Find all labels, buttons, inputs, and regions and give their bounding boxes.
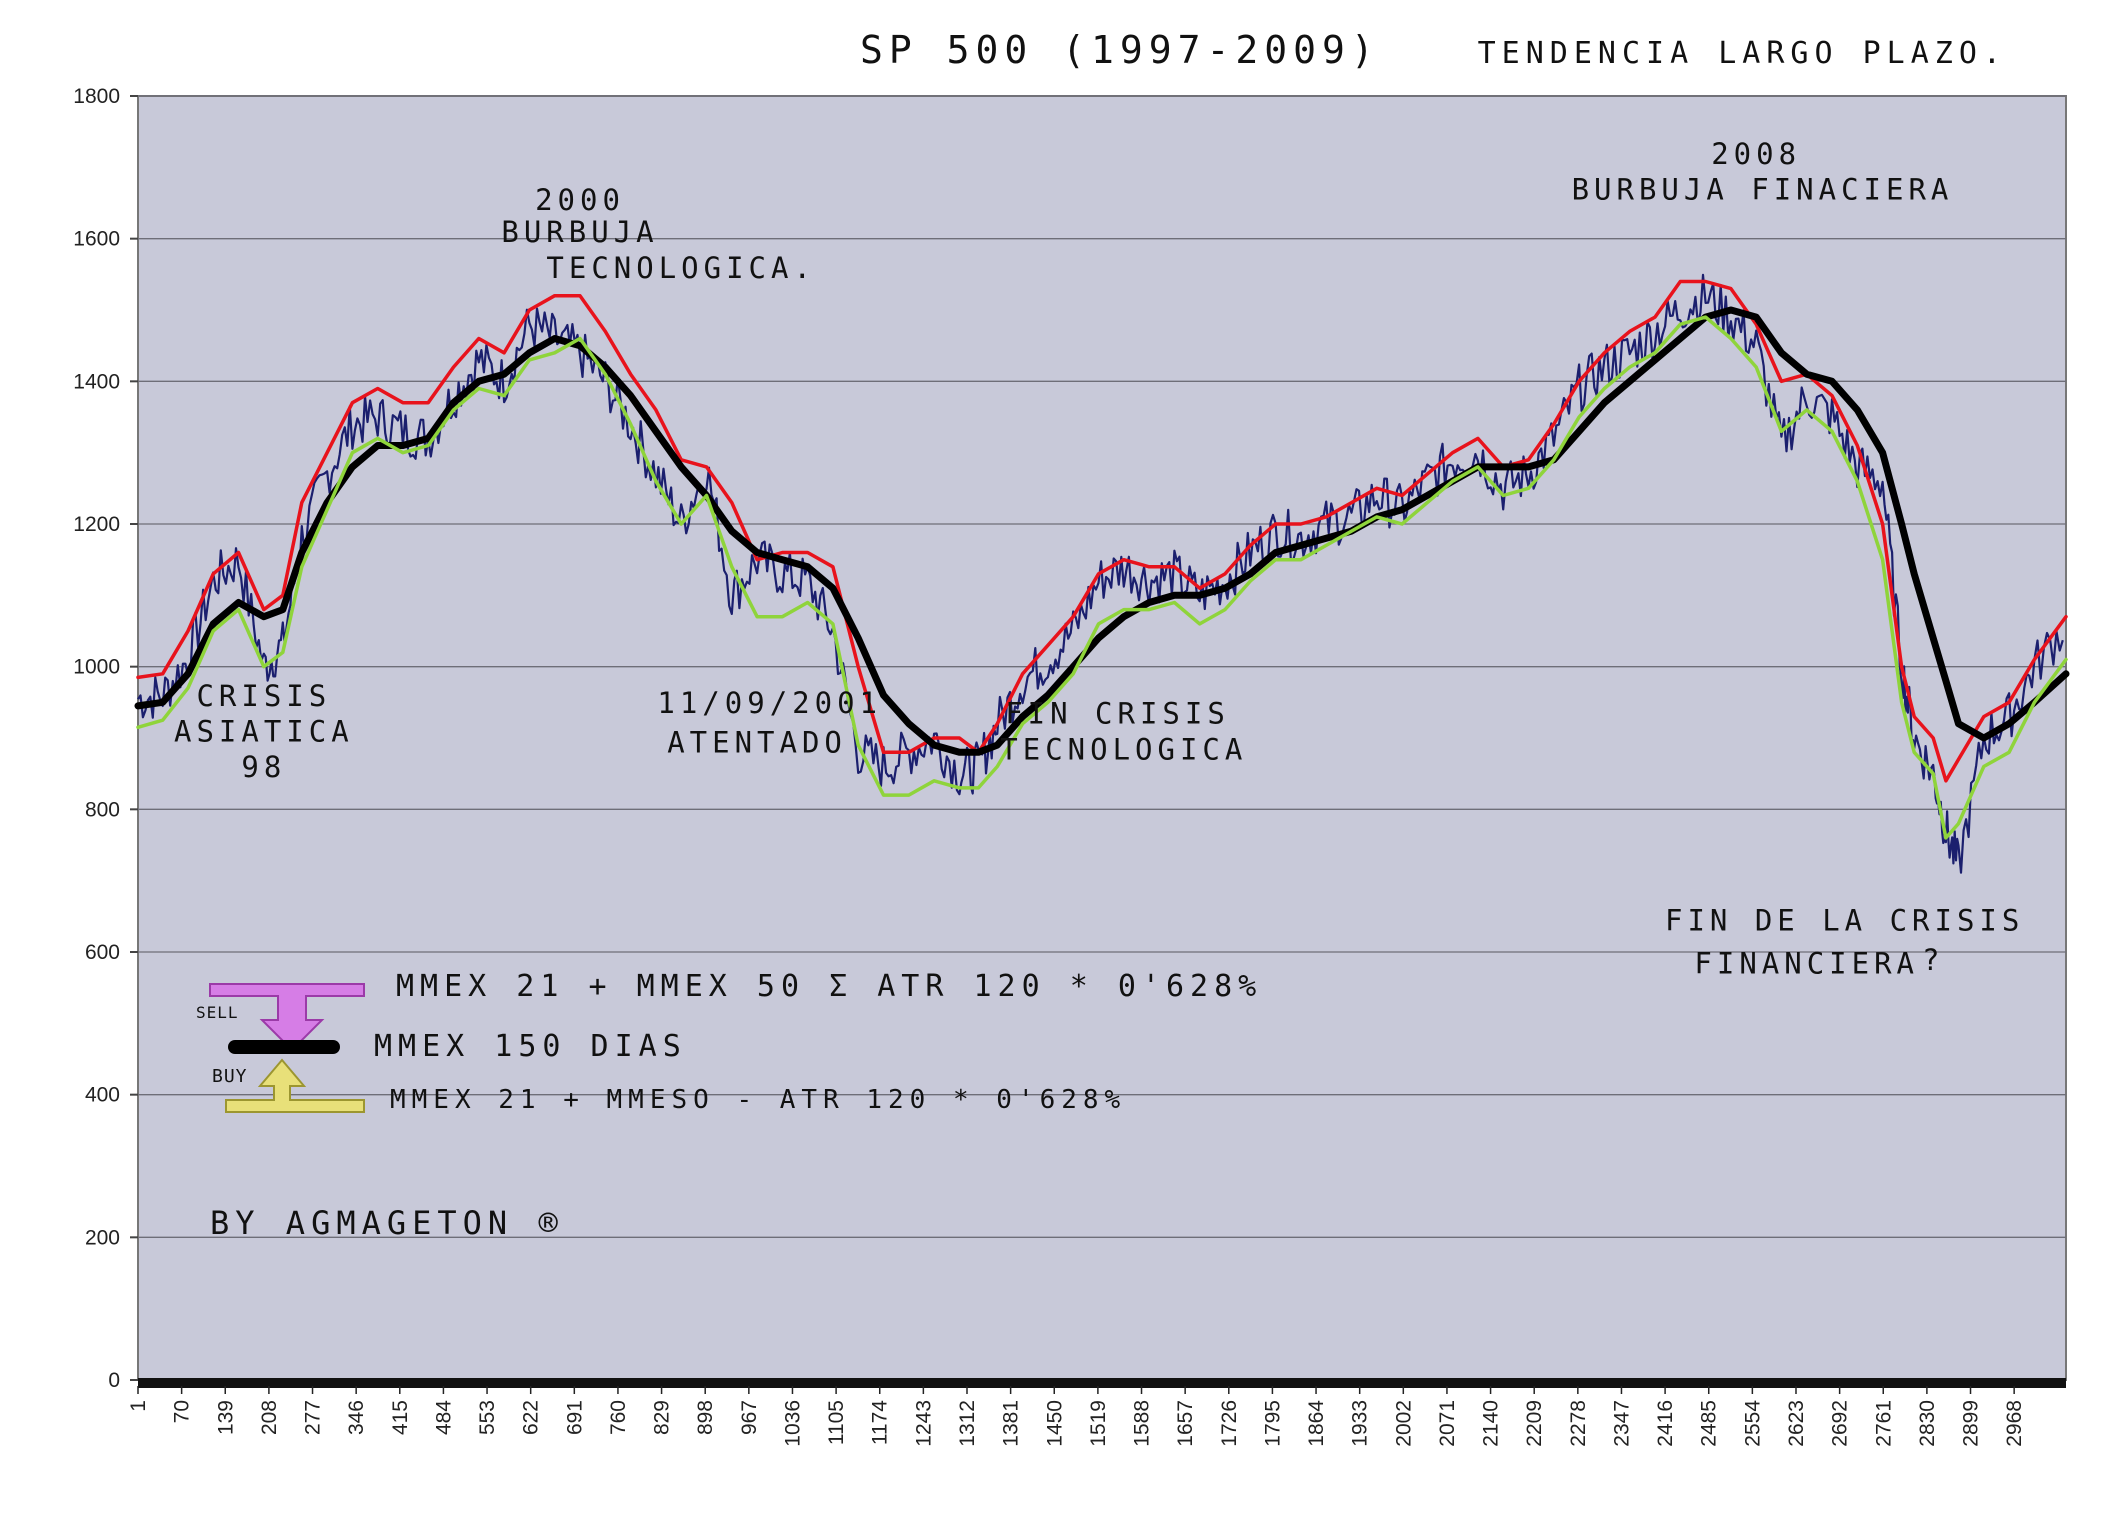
xtick-label: 1519	[1087, 1400, 1110, 1447]
annotation-10: FIN CRISIS	[1005, 697, 1230, 731]
xtick-label: 208	[258, 1400, 281, 1435]
xtick-label: 484	[432, 1400, 455, 1435]
xtick-label: 1312	[956, 1400, 979, 1447]
xtick-label: 553	[476, 1400, 499, 1435]
ytick-label: 200	[85, 1226, 120, 1249]
xtick-label: 1795	[1261, 1400, 1284, 1447]
sell-arrow-icon	[209, 983, 365, 1052]
xtick-label: 2968	[2003, 1400, 2026, 1447]
legend-label-sell: MMEX 21 + MMEX 50 Σ ATR 120 * 0'628%	[396, 969, 1262, 1004]
subtitle-text: TENDENCIA LARGO PLAZO.	[1477, 36, 2007, 71]
series-1	[136, 279, 2068, 783]
ytick-label: 0	[108, 1369, 120, 1392]
xtick-label: 1450	[1043, 1400, 1066, 1447]
xtick-label: 2761	[1872, 1400, 1895, 1447]
legend-label-black: MMEX 150 DIAS	[374, 1029, 687, 1064]
xtick-label: 967	[738, 1400, 761, 1435]
annotation-14: ?	[1922, 943, 1944, 977]
xtick-label: 139	[214, 1400, 237, 1435]
annotation-9: ATENTADO	[667, 725, 847, 759]
xtick-label: 1	[127, 1400, 150, 1412]
xtick-label: 2416	[1654, 1400, 1677, 1447]
annotation-1: BURBUJA	[501, 215, 658, 249]
xtick-label: 1381	[1000, 1400, 1023, 1447]
legend-black-swatch	[228, 1040, 340, 1054]
chart-title: SP 500 (1997-2009) TENDENCIA LARGO PLAZO…	[860, 28, 2007, 72]
xtick-label: 70	[171, 1400, 194, 1423]
annotation-4: BURBUJA FINACIERA	[1572, 172, 1954, 206]
legend-buy-tag: BUY	[212, 1066, 248, 1087]
xtick-label: 346	[345, 1400, 368, 1435]
xtick-label: 691	[563, 1400, 586, 1435]
signature: BY AGMAGETON ®	[210, 1204, 564, 1242]
ytick-label: 1600	[73, 228, 120, 251]
xtick-label: 829	[651, 1400, 674, 1435]
annotation-11: TECNOLOGICA	[1000, 732, 1247, 766]
series-line-3	[136, 315, 2068, 840]
xtick-label: 1174	[869, 1400, 892, 1445]
xtick-label: 2692	[1829, 1400, 1852, 1447]
annotation-6: ASIATICA	[174, 715, 354, 749]
series-line-2	[134, 306, 2070, 756]
signature-text: BY AGMAGETON ®	[210, 1204, 564, 1242]
xtick-label: 898	[694, 1400, 717, 1435]
ytick-label: 1000	[73, 656, 120, 679]
series-2	[134, 306, 2070, 756]
ytick-label: 800	[85, 798, 120, 821]
xtick-label: 1243	[912, 1400, 935, 1447]
xtick-label: 1864	[1305, 1400, 1328, 1447]
xtick-label: 2002	[1392, 1400, 1415, 1447]
xtick-label: 2347	[1610, 1400, 1633, 1447]
xtick-label: 1657	[1174, 1400, 1197, 1447]
grid-layer	[138, 95, 2066, 1238]
series-3	[136, 315, 2068, 840]
y-axis: 0 200 400 600 800 1000 1200 1400 1600 1800	[73, 85, 138, 1392]
xtick-label: 2071	[1436, 1400, 1459, 1447]
series-line-1	[136, 279, 2068, 783]
legend-label-buy: MMEX 21 + MMESO - ATR 120 * 0'628%	[390, 1085, 1126, 1115]
xtick-label: 1726	[1218, 1400, 1241, 1447]
xtick-label: 2140	[1480, 1400, 1503, 1447]
annotation-3: 2008	[1711, 137, 1801, 171]
x-axis: 1 70 139 208 277 346 415 484 553 622 691 760 829 898 9…	[127, 1378, 2066, 1447]
xtick-label: 1036	[781, 1400, 804, 1447]
buy-arrow-icon	[225, 1058, 365, 1113]
annotation-7: 98	[241, 750, 286, 784]
title-text: SP 500 (1997-2009)	[860, 28, 1380, 72]
legend: SELL MMEX 21 + MMEX 50 Σ ATR 120 * 0'628…	[196, 969, 1262, 1115]
annotation-0: 2000	[535, 183, 625, 217]
ytick-label: 1800	[73, 85, 120, 108]
xtick-label: 622	[520, 1400, 543, 1435]
xtick-label: 1933	[1349, 1400, 1372, 1447]
x-axis-baseline	[138, 1378, 2066, 1388]
xtick-label: 2209	[1523, 1400, 1546, 1447]
xtick-label: 2623	[1785, 1400, 1808, 1447]
xtick-label: 415	[389, 1400, 412, 1435]
ytick-label: 600	[85, 941, 120, 964]
xtick-label: 1588	[1131, 1400, 1154, 1447]
ytick-label: 1400	[73, 370, 120, 393]
annotation-2: TECNOLOGICA.	[546, 251, 816, 285]
xtick-label: 2278	[1567, 1400, 1590, 1447]
ytick-label: 1200	[73, 513, 120, 536]
legend-sell-tag: SELL	[196, 1003, 239, 1022]
xtick-label: 2830	[1916, 1400, 1939, 1447]
ytick-label: 400	[85, 1084, 120, 1107]
xtick-label: 1105	[825, 1400, 848, 1445]
annotation-12: FIN DE LA CRISIS	[1665, 904, 2024, 938]
annotation-5: CRISIS	[196, 679, 331, 713]
xtick-label: 760	[607, 1400, 630, 1435]
xtick-label: 277	[302, 1400, 325, 1435]
xtick-label: 2485	[1698, 1400, 1721, 1447]
annotation-8: 11/09/2001	[657, 686, 882, 720]
series-layer	[134, 273, 2070, 874]
xtick-label: 2554	[1741, 1400, 1764, 1447]
xtick-label: 2899	[1960, 1400, 1983, 1447]
annotation-13: FINANCIERA	[1694, 946, 1919, 980]
